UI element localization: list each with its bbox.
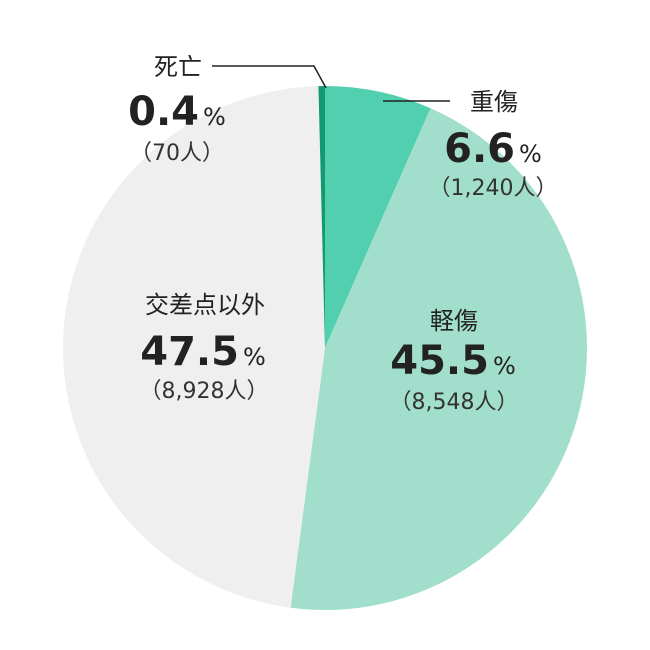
leader-line-death	[212, 65, 327, 89]
slice-count-non-intersection: （8,928人）	[140, 379, 269, 404]
label-minor: 軽傷 45.5% （8,548人）	[390, 307, 519, 415]
pie-slices	[62, 85, 587, 610]
slice-count-death: （70人）	[130, 141, 224, 166]
slice-percent-non-intersection: 47.5%	[140, 329, 266, 375]
label-serious: 重傷 6.6% （1,240人）	[429, 88, 558, 201]
leader-lines	[212, 65, 450, 102]
slice-count-minor: （8,548人）	[390, 390, 519, 415]
slice-label-death: 死亡	[154, 53, 202, 81]
pie-slice-minor	[290, 108, 587, 610]
pie-slice-serious	[325, 86, 431, 348]
slice-label-non-intersection: 交差点以外	[145, 291, 265, 319]
slice-label-minor: 軽傷	[430, 307, 478, 335]
label-death: 死亡 0.4% （70人）	[128, 53, 226, 166]
slice-percent-death: 0.4%	[128, 89, 226, 135]
label-non-intersection: 交差点以外 47.5% （8,928人）	[140, 291, 269, 404]
slice-percent-minor: 45.5%	[390, 338, 516, 384]
pie-slice-non-intersection	[62, 86, 325, 608]
slice-label-serious: 重傷	[470, 88, 518, 116]
slice-percent-serious: 6.6%	[444, 126, 542, 172]
slice-count-serious: （1,240人）	[429, 176, 558, 201]
pie-slice-death	[318, 85, 325, 349]
